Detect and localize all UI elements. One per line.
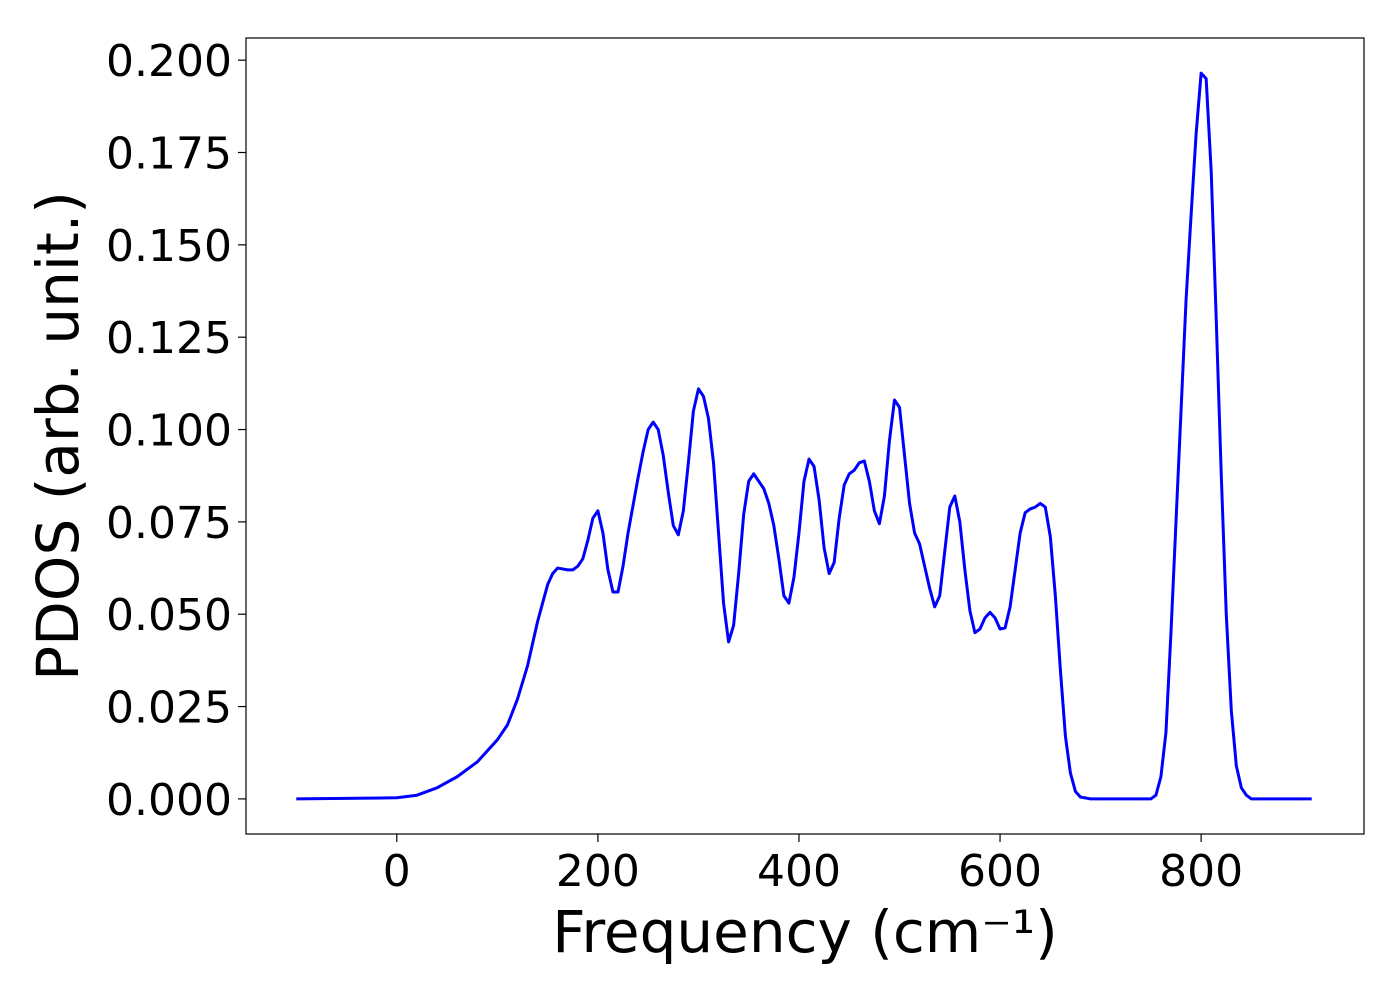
y-tick-label: 0.150 bbox=[106, 221, 232, 272]
x-axis-label: Frequency (cm⁻¹) bbox=[552, 898, 1058, 966]
x-tick-label: 200 bbox=[556, 846, 640, 897]
y-tick-label: 0.200 bbox=[106, 36, 232, 87]
y-tick-label: 0.125 bbox=[106, 313, 232, 364]
x-tick-label: 600 bbox=[958, 846, 1042, 897]
y-tick-label: 0.175 bbox=[106, 129, 232, 180]
y-tick-label: 0.075 bbox=[106, 498, 232, 549]
x-tick-label: 800 bbox=[1159, 846, 1243, 897]
y-tick-label: 0.025 bbox=[106, 683, 232, 734]
y-tick-label: 0.100 bbox=[106, 406, 232, 457]
data-line bbox=[296, 71, 1312, 801]
y-tick-label: 0.050 bbox=[106, 590, 232, 641]
y-axis-label: PDOS (arb. unit.) bbox=[24, 191, 92, 681]
x-tick-label: 400 bbox=[757, 846, 841, 897]
y-tick-label: 0.000 bbox=[106, 775, 232, 826]
x-tick-label: 0 bbox=[383, 846, 411, 897]
plot-frame bbox=[245, 37, 1365, 835]
